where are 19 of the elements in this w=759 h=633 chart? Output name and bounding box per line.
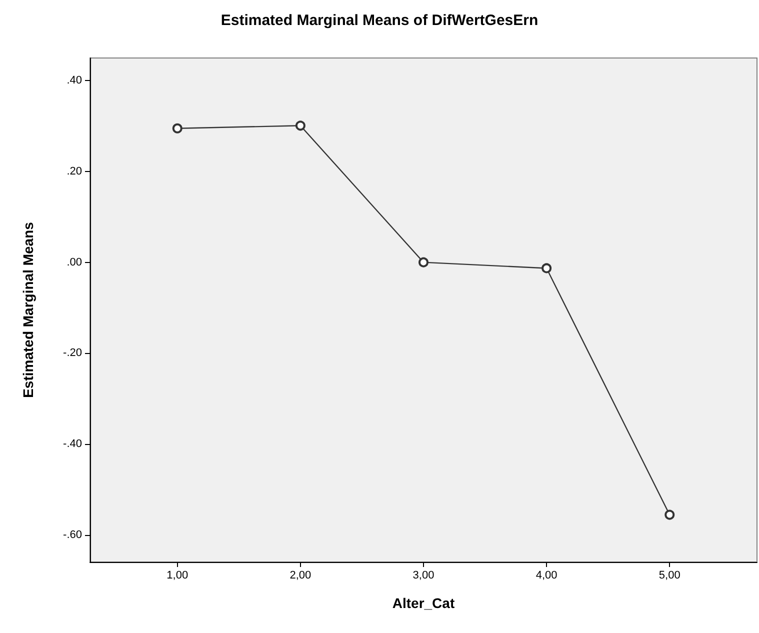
point <box>542 263 552 274</box>
point <box>172 123 182 134</box>
x-tick-label: 1,00 <box>166 570 188 582</box>
chart-title: Estimated Marginal Means of DifWertGesErn <box>220 12 538 29</box>
y-tick-label: -.60 <box>63 528 82 541</box>
y-tick-label: .40 <box>66 74 82 87</box>
y-axis-title: Estimated Marginal Means <box>20 222 36 398</box>
x-tick-label: 4,00 <box>536 570 558 582</box>
point <box>664 510 675 520</box>
y-tick-label: -.40 <box>63 438 82 450</box>
x-tick-label: 3,00 <box>412 570 434 582</box>
y-tick-label: .00 <box>66 256 82 268</box>
x-axis-title: Alter_Cat <box>392 595 455 611</box>
y-tick-label: .20 <box>66 166 82 178</box>
point <box>418 257 428 268</box>
y-tick-label: -.20 <box>63 347 82 360</box>
point <box>295 120 306 131</box>
x-tick-label: 2,00 <box>290 570 312 582</box>
x-tick-label: 5,00 <box>658 570 680 582</box>
